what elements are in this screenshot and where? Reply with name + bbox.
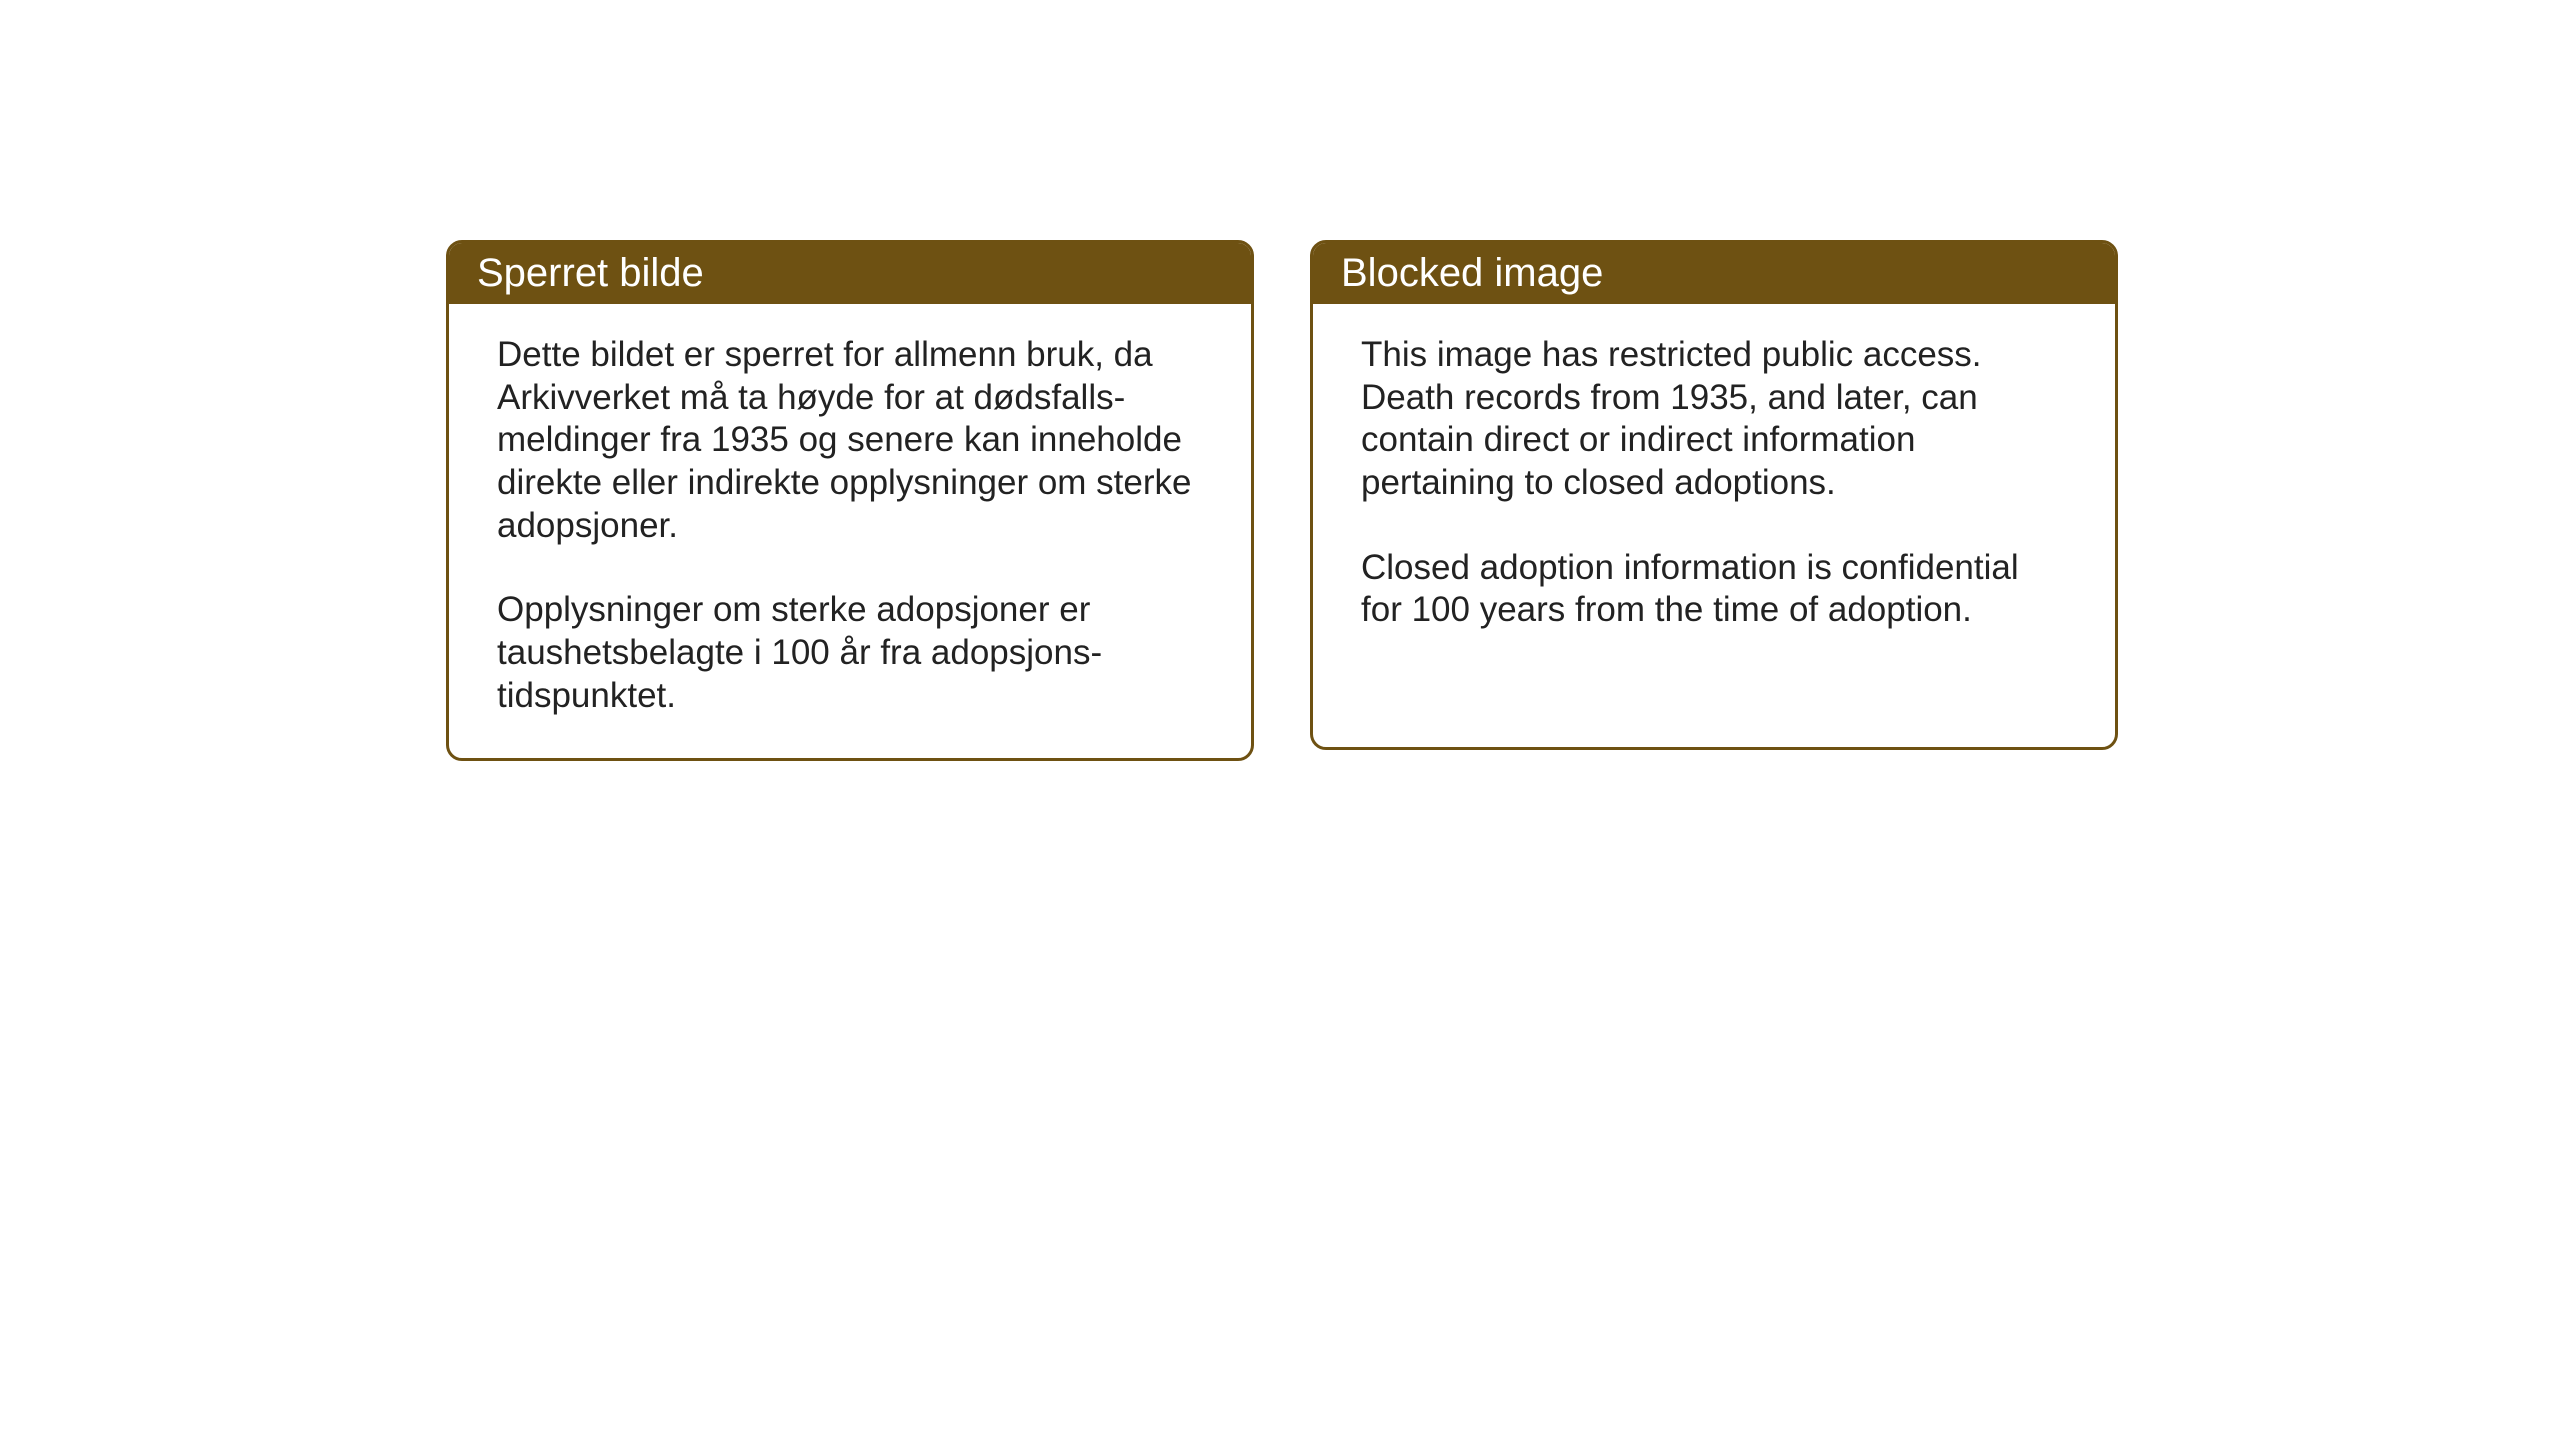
notice-box-english: Blocked image This image has restricted … — [1310, 240, 2118, 750]
notice-paragraph: Dette bildet er sperret for allmenn bruk… — [497, 334, 1203, 547]
notice-header-english: Blocked image — [1313, 243, 2115, 304]
notice-paragraph: This image has restricted public access.… — [1361, 334, 2067, 505]
notice-body-english: This image has restricted public access.… — [1313, 304, 2115, 672]
notice-container: Sperret bilde Dette bildet er sperret fo… — [446, 240, 2118, 761]
notice-box-norwegian: Sperret bilde Dette bildet er sperret fo… — [446, 240, 1254, 761]
notice-paragraph: Closed adoption information is confident… — [1361, 547, 2067, 632]
notice-body-norwegian: Dette bildet er sperret for allmenn bruk… — [449, 304, 1251, 758]
notice-header-norwegian: Sperret bilde — [449, 243, 1251, 304]
notice-paragraph: Opplysninger om sterke adopsjoner er tau… — [497, 589, 1203, 717]
